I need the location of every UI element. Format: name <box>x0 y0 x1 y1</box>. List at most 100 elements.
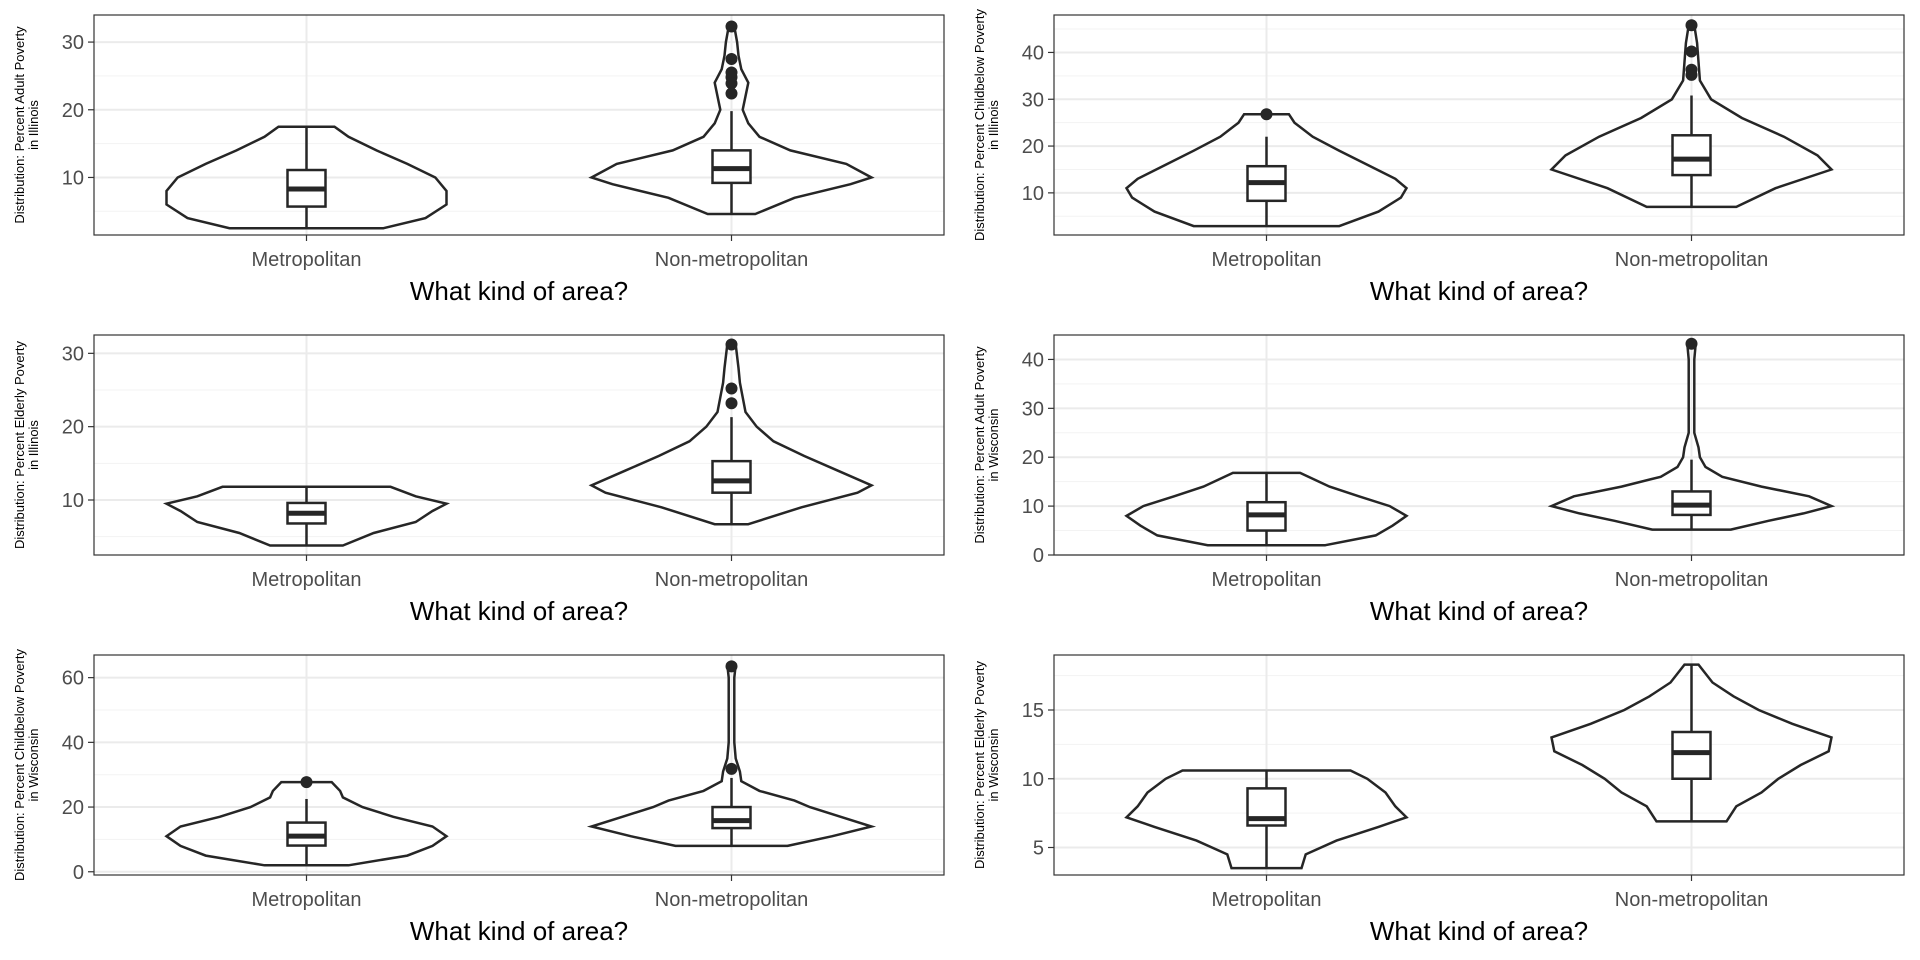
x-tick-label: Non-metropolitan <box>1615 569 1768 591</box>
y-axis-title-line: in Illinois <box>26 420 41 470</box>
outlier-point <box>1685 63 1698 76</box>
y-tick-label: 40 <box>62 732 84 754</box>
y-axis-title-line: Distribution: Percent Elderly Poverty <box>12 340 27 549</box>
panel-border <box>93 334 945 556</box>
outlier-point <box>1685 45 1698 58</box>
y-tick-label: 10 <box>1022 183 1044 205</box>
x-tick-label: Non-metropolitan <box>655 249 808 271</box>
x-axis-title: What kind of area? <box>1370 596 1588 626</box>
y-axis-title-line: Distribution: Percent Childbelow Poverty <box>12 649 27 881</box>
violin-metropolitan <box>1124 471 1409 547</box>
y-axis-title-line: Distribution: Percent Adult Poverty <box>972 346 987 544</box>
y-axis-title: Distribution: Percent Childbelow Poverty… <box>972 9 1001 241</box>
chart-panel-2: 10 20 30 40 Metropolitan Non-metropolitan What… <box>972 9 1905 306</box>
x-tick-label: Non-metropolitan <box>1615 249 1768 271</box>
y-tick-label: 20 <box>1022 136 1044 158</box>
outlier-point <box>725 397 738 410</box>
outlier-point <box>725 338 738 351</box>
y-tick-label: 20 <box>62 417 84 439</box>
outlier-point <box>725 87 738 100</box>
y-axis-title: Distribution: Percent Elderly Povertyin … <box>12 340 41 549</box>
violin-metropolitan <box>165 125 448 230</box>
violin-metropolitan <box>164 780 449 867</box>
x-axis-title: What kind of area? <box>1370 276 1588 306</box>
x-axis-title: What kind of area? <box>410 916 628 946</box>
panel-background <box>1054 655 1904 875</box>
y-axis-title-line: in Illinois <box>26 100 41 150</box>
violin-metropolitan <box>162 485 451 547</box>
outlier-point <box>1685 19 1698 32</box>
y-tick-label: 10 <box>1022 496 1044 518</box>
chart-panel-5: 0 20 40 60 Metropolitan Non-metropolitan What … <box>12 649 945 946</box>
y-axis-title: Distribution: Percent Adult Povertyin Wi… <box>972 346 1001 544</box>
y-tick-label: 30 <box>62 343 84 365</box>
y-tick-label: 10 <box>1022 769 1044 791</box>
outlier-point <box>725 66 738 79</box>
x-axis-title: What kind of area? <box>410 276 628 306</box>
outlier-point <box>300 776 313 789</box>
panel-border <box>93 14 945 236</box>
y-tick-label: 40 <box>1022 42 1044 64</box>
y-tick-label: 10 <box>62 167 84 189</box>
violin-metropolitan <box>1124 769 1409 870</box>
y-tick-label: 30 <box>1022 89 1044 111</box>
y-axis-title: Distribution: Percent Adult Povertyin Il… <box>12 26 41 224</box>
panel-background <box>1054 335 1904 555</box>
box-iqr <box>711 805 752 830</box>
y-tick-label: 0 <box>73 862 84 884</box>
panel-border <box>93 654 945 876</box>
x-tick-label: Metropolitan <box>1211 889 1321 911</box>
panel-background <box>1054 15 1904 235</box>
panel-border <box>1053 654 1905 876</box>
y-axis-title-line: in Wisconsin <box>986 409 1001 482</box>
y-tick-label: 10 <box>62 490 84 512</box>
y-tick-label: 15 <box>1022 700 1044 722</box>
panel-border <box>1053 334 1905 556</box>
y-tick-label: 40 <box>1022 349 1044 371</box>
y-axis-title-line: in Illinois <box>986 100 1001 150</box>
chart-panel-6: 5 10 15 Metropolitan Non-metropolitan What ki… <box>972 654 1905 946</box>
x-axis-title: What kind of area? <box>1370 916 1588 946</box>
y-axis-title: Distribution: Percent Childbelow Poverty… <box>12 649 41 881</box>
y-axis-title: Distribution: Percent Elderly Povertyin … <box>972 660 1001 869</box>
x-tick-label: Non-metropolitan <box>1615 889 1768 911</box>
box-iqr <box>711 459 752 494</box>
chart-panel-4: 0 10 20 30 40 Metropolitan Non-metropolitan Wha… <box>972 334 1905 626</box>
x-tick-label: Metropolitan <box>1211 569 1321 591</box>
panel-border <box>1053 14 1905 236</box>
y-tick-label: 30 <box>1022 398 1044 420</box>
box-iqr <box>1671 730 1712 780</box>
chart-panel-1: 10 20 30 Metropolitan Non-metropolitan What k… <box>12 14 945 306</box>
y-axis-title-line: Distribution: Percent Adult Poverty <box>12 26 27 224</box>
y-tick-label: 5 <box>1033 838 1044 860</box>
outlier-point <box>1685 337 1698 350</box>
x-tick-label: Metropolitan <box>251 249 361 271</box>
y-tick-label: 60 <box>62 668 84 690</box>
violin-metropolitan <box>1124 112 1409 228</box>
y-axis-title-line: Distribution: Percent Elderly Poverty <box>972 660 987 869</box>
outlier-point <box>725 762 738 775</box>
chart-panel-3: 10 20 30 Metropolitan Non-metropolitan What k… <box>12 334 945 626</box>
x-tick-label: Non-metropolitan <box>655 569 808 591</box>
y-axis-title-line: in Wisconsin <box>26 729 41 802</box>
x-tick-label: Metropolitan <box>1211 249 1321 271</box>
y-tick-label: 20 <box>62 797 84 819</box>
x-axis-title: What kind of area? <box>410 596 628 626</box>
panel-background <box>94 15 944 235</box>
outlier-point <box>725 382 738 395</box>
outlier-point <box>725 660 738 673</box>
y-tick-label: 0 <box>1033 545 1044 567</box>
x-tick-label: Metropolitan <box>251 569 361 591</box>
outlier-point <box>725 53 738 65</box>
y-axis-title-line: Distribution: Percent Childbelow Poverty <box>972 9 987 241</box>
y-axis-title-line: in Wisconsin <box>986 729 1001 802</box>
y-tick-label: 20 <box>62 100 84 122</box>
y-tick-label: 20 <box>1022 447 1044 469</box>
panel-background <box>94 335 944 555</box>
outlier-point <box>725 20 738 33</box>
x-tick-label: Non-metropolitan <box>655 889 808 911</box>
y-tick-label: 30 <box>62 32 84 54</box>
panel-background <box>94 655 944 875</box>
outlier-point <box>1260 108 1273 121</box>
